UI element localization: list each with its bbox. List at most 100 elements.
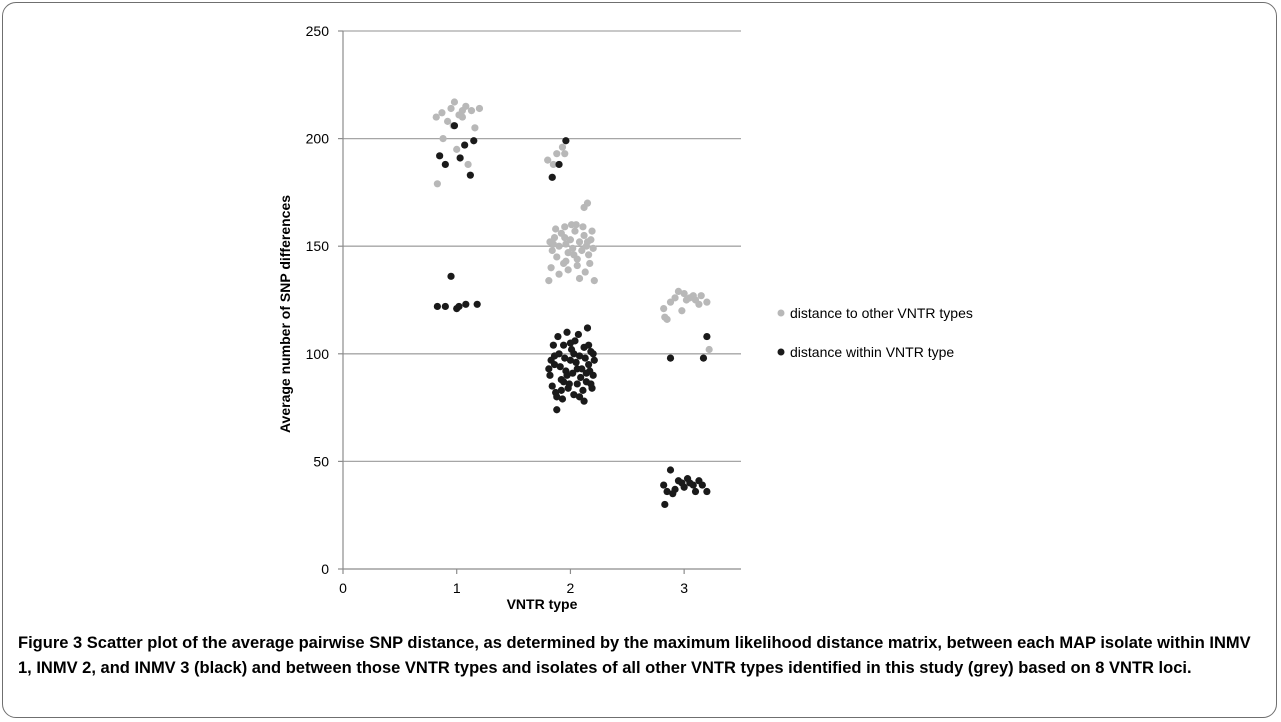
point-within-type — [560, 341, 568, 349]
point-within-type — [560, 378, 568, 386]
point-within-type — [561, 354, 569, 362]
y-tick-label: 150 — [306, 238, 330, 254]
legend-marker-grey — [777, 309, 785, 317]
point-within-type — [470, 137, 478, 145]
point-other-types — [580, 203, 588, 212]
point-within-type — [691, 487, 700, 496]
point-within-type — [698, 481, 706, 489]
point-within-type — [433, 302, 441, 311]
point-within-type — [473, 300, 481, 308]
point-other-types — [549, 160, 557, 169]
point-within-type — [554, 332, 562, 341]
caption-label: Figure 3 — [18, 634, 83, 652]
y-tick-label: 200 — [306, 131, 330, 147]
point-within-type — [566, 356, 575, 364]
point-other-types — [553, 253, 561, 261]
y-tick-label: 50 — [313, 453, 329, 469]
point-other-types — [674, 287, 683, 295]
point-within-type — [680, 483, 688, 491]
point-within-type — [553, 406, 561, 414]
point-other-types — [453, 145, 461, 153]
legend-label-other-types: distance to other VNTR types — [790, 305, 973, 321]
point-within-type — [450, 122, 459, 130]
point-other-types — [433, 180, 441, 188]
y-tick-label: 0 — [321, 561, 329, 577]
point-other-types — [553, 150, 561, 158]
point-within-type — [587, 380, 595, 388]
point-within-type — [573, 380, 581, 388]
point-within-type — [441, 160, 449, 169]
axes — [338, 30, 741, 574]
point-other-types — [583, 238, 592, 246]
point-other-types — [545, 277, 553, 285]
point-within-type — [565, 380, 573, 388]
point-other-types — [680, 289, 688, 298]
point-within-type — [462, 300, 470, 308]
point-within-type — [556, 363, 564, 371]
point-other-types — [585, 251, 593, 259]
point-within-type — [703, 332, 711, 341]
point-other-types — [562, 257, 570, 265]
point-within-type — [666, 354, 675, 362]
point-other-types — [555, 242, 563, 250]
point-within-type — [558, 395, 567, 403]
point-other-types — [447, 104, 455, 113]
point-other-types — [439, 135, 447, 143]
point-other-types — [589, 244, 597, 252]
point-other-types — [697, 292, 705, 300]
legend-marker-black — [777, 348, 785, 356]
point-other-types — [432, 113, 440, 121]
point-other-types — [467, 107, 476, 115]
point-other-types — [567, 221, 576, 229]
legend: distance to other VNTR types distance wi… — [777, 305, 973, 360]
point-other-types — [561, 223, 569, 231]
point-other-types — [663, 315, 671, 323]
point-within-type — [555, 160, 563, 169]
y-tick-labels: 0 50 100 150 200 250 — [306, 23, 330, 577]
figure-caption: Figure 3 Scatter plot of the average pai… — [18, 631, 1268, 681]
point-other-types — [564, 266, 572, 274]
point-other-types — [561, 233, 569, 242]
point-within-type — [557, 386, 565, 394]
x-tick-label: 0 — [339, 580, 347, 596]
point-other-types — [570, 251, 578, 259]
point-other-types — [705, 345, 713, 354]
point-other-types — [555, 270, 563, 278]
point-within-type — [436, 152, 444, 160]
point-other-types — [581, 268, 589, 276]
point-within-type — [574, 330, 582, 339]
point-within-type — [563, 328, 571, 336]
y-axis-title: Average number of SNP differences — [277, 195, 293, 433]
x-tick-label: 3 — [680, 580, 688, 596]
x-tick-label: 2 — [567, 580, 575, 596]
point-other-types — [450, 98, 459, 106]
point-within-type — [577, 373, 585, 382]
x-tick-label: 1 — [453, 580, 461, 596]
point-other-types — [666, 298, 675, 306]
point-within-type — [663, 487, 671, 496]
point-within-type — [590, 356, 598, 364]
point-other-types — [703, 298, 711, 306]
point-other-types — [575, 238, 584, 246]
point-within-type — [569, 369, 577, 377]
point-other-types — [562, 240, 570, 248]
data-points — [432, 98, 713, 509]
point-other-types — [573, 261, 581, 270]
point-other-types — [578, 246, 586, 255]
point-within-type — [570, 350, 578, 358]
point-other-types — [588, 227, 596, 235]
point-within-type — [580, 397, 588, 405]
point-within-type — [573, 365, 581, 373]
point-other-types — [552, 225, 560, 233]
point-within-type — [552, 388, 560, 397]
point-within-type — [441, 302, 449, 311]
point-other-types — [544, 156, 552, 164]
point-other-types — [579, 223, 587, 231]
point-other-types — [464, 160, 472, 169]
point-other-types — [550, 233, 559, 242]
point-other-types — [444, 117, 452, 125]
x-tick-labels: 0 1 2 3 — [339, 580, 688, 596]
point-within-type — [550, 352, 559, 360]
